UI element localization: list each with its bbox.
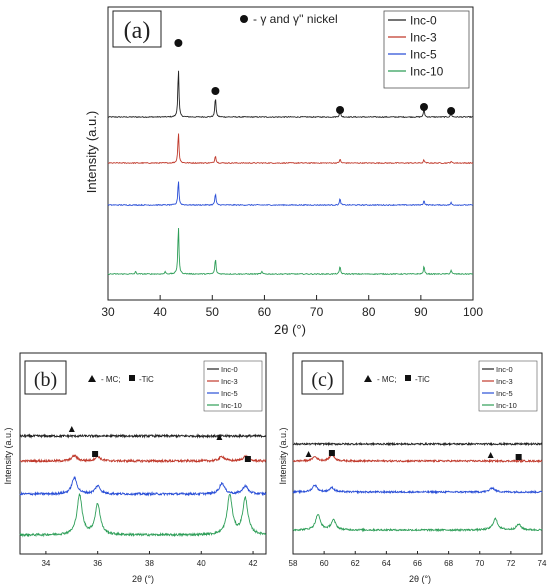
- series-line-inc-10: [19, 493, 267, 538]
- tic-peak-marker: [328, 450, 335, 456]
- panel-b-tic-label: -TiC: [139, 375, 154, 384]
- panel-a-frame: [107, 6, 474, 301]
- x-tick-label: 74: [538, 559, 547, 568]
- x-tick-label: 62: [351, 559, 360, 568]
- panel-b-mc-label: - MC;: [101, 375, 121, 384]
- series-line-inc-0: [19, 433, 267, 439]
- legend-label: Inc-10: [221, 401, 242, 410]
- x-tick-label: 36: [93, 559, 102, 568]
- panel-c-ylabel: Intensity (a.u.): [278, 427, 288, 484]
- x-tick-label: 70: [310, 305, 324, 319]
- legend-label: Inc-3: [496, 377, 513, 386]
- x-tick-label: 60: [320, 559, 329, 568]
- panel-c-label: (c): [311, 369, 333, 391]
- panel-b-label: (b): [34, 369, 57, 391]
- panel-b: 34 36 38 40 42 (b) - MC; -TiC Inc-0 Inc-3 Inc-…: [3, 352, 267, 584]
- panel-c: 58 60 62 64 66 68 70 72 74 (c) - MC; -TiC Inc-0 I…: [278, 352, 547, 584]
- panel-a-xlabel: 2θ (°): [274, 322, 306, 337]
- x-tick-label: 30: [101, 305, 115, 319]
- x-tick-label: 70: [475, 559, 484, 568]
- series-line-inc-3: [19, 454, 267, 464]
- mc-peak-marker: [487, 452, 494, 458]
- legend-label: Inc-0: [496, 365, 513, 374]
- panel-b-label-box: [24, 360, 67, 395]
- panel-a: 30 40 50 60 70 80 90 100 (a) - γ and γ'' nickel…: [84, 6, 483, 337]
- series-line-inc-0: [107, 70, 474, 119]
- legend-label: Inc-5: [410, 48, 437, 62]
- legend-label: Inc-10: [496, 401, 517, 410]
- nickel-marker-legend-icon: [240, 15, 248, 23]
- series-line-inc-5: [107, 181, 474, 207]
- mc-triangle-legend-icon: [88, 375, 96, 382]
- nickel-peak-marker: [336, 106, 345, 114]
- x-tick-label: 40: [197, 559, 206, 568]
- x-tick-label: 64: [382, 559, 391, 568]
- x-tick-label: 38: [145, 559, 154, 568]
- panel-b-frame: [19, 352, 267, 555]
- panel-c-xlabel: 2θ (°): [409, 574, 431, 584]
- x-tick-label: 68: [444, 559, 453, 568]
- legend-label: Inc-0: [410, 14, 437, 28]
- legend-label: Inc-10: [410, 65, 444, 79]
- tic-peak-marker: [515, 454, 522, 460]
- x-tick-label: 42: [249, 559, 258, 568]
- tic-peak-marker: [244, 456, 251, 462]
- x-tick-label: 58: [289, 559, 298, 568]
- legend-label: Inc-3: [410, 31, 437, 45]
- panel-c-mc-label: - MC;: [377, 375, 397, 384]
- legend-label: Inc-0: [221, 365, 238, 374]
- mc-peak-marker: [68, 426, 75, 432]
- nickel-peak-marker: [419, 103, 428, 111]
- series-line-inc-3: [292, 454, 543, 464]
- x-tick-label: 34: [41, 559, 50, 568]
- nickel-peak-marker: [447, 107, 456, 115]
- x-tick-label: 40: [153, 305, 167, 319]
- mc-peak-marker: [216, 434, 223, 440]
- mc-triangle-legend-icon: [364, 375, 372, 382]
- x-tick-label: 66: [413, 559, 422, 568]
- panel-c-label-box: [301, 360, 344, 395]
- panel-a-ylabel: Intensity (a.u.): [84, 111, 99, 193]
- x-tick-label: 90: [414, 305, 428, 319]
- panel-c-tic-label: -TiC: [415, 375, 430, 384]
- panel-a-legend: [383, 10, 470, 89]
- tic-peak-marker: [92, 451, 99, 457]
- tic-square-legend-icon: [129, 375, 135, 381]
- nickel-peak-marker: [211, 87, 220, 95]
- legend-label: Inc-5: [496, 389, 513, 398]
- legend-label: Inc-5: [221, 389, 238, 398]
- series-line-inc-10: [107, 228, 474, 276]
- x-tick-label: 50: [206, 305, 220, 319]
- x-tick-label: 100: [463, 305, 483, 319]
- series-line-inc-5: [292, 484, 543, 495]
- mc-peak-marker: [305, 451, 312, 457]
- legend-label: Inc-3: [221, 377, 238, 386]
- series-line-inc-5: [19, 475, 267, 497]
- x-tick-label: 72: [506, 559, 515, 568]
- x-tick-label: 60: [258, 305, 272, 319]
- tic-square-legend-icon: [405, 375, 411, 381]
- series-line-inc-3: [107, 133, 474, 165]
- panel-a-label-box: [112, 10, 162, 48]
- x-tick-label: 80: [362, 305, 376, 319]
- series-line-inc-0: [292, 441, 543, 447]
- nickel-peak-marker: [174, 39, 183, 47]
- panel-a-annotation: - γ and γ'' nickel: [253, 12, 338, 26]
- panel-a-label: (a): [124, 18, 151, 44]
- panel-b-xlabel: 2θ (°): [132, 574, 154, 584]
- series-line-inc-10: [292, 513, 543, 533]
- panel-b-ylabel: Intensity (a.u.): [3, 427, 13, 484]
